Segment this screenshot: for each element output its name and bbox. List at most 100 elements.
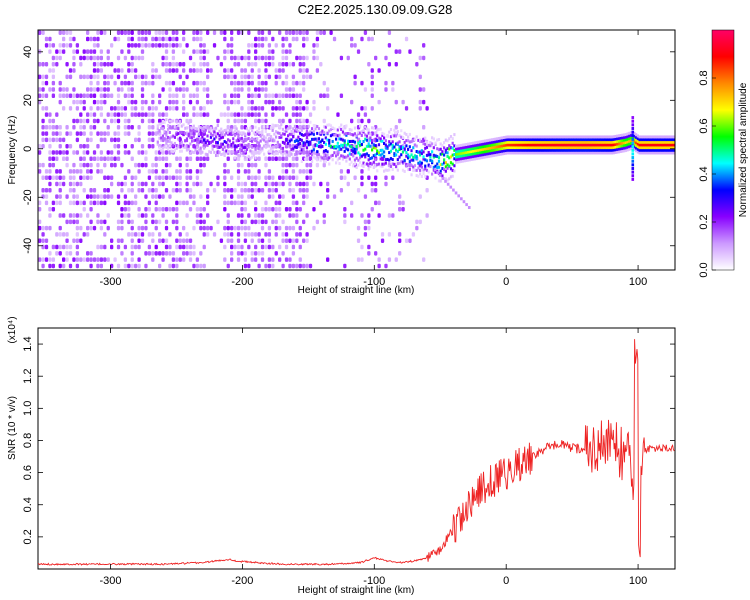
heatmap-cell bbox=[267, 55, 272, 61]
heatmap-cell bbox=[398, 118, 402, 124]
heatmap-cell bbox=[214, 144, 218, 148]
heatmap-cell bbox=[585, 143, 588, 147]
heatmap-cell bbox=[595, 151, 598, 155]
heatmap-cell bbox=[448, 156, 451, 160]
heatmap-cell bbox=[202, 125, 206, 129]
heatmap-cell bbox=[250, 219, 254, 225]
heatmap-cell bbox=[535, 151, 538, 155]
heatmap-cell bbox=[551, 138, 554, 142]
heatmap-cell bbox=[298, 131, 302, 135]
heatmap-cell bbox=[643, 138, 646, 142]
heatmap-cell bbox=[556, 135, 559, 139]
heatmap-cell bbox=[341, 143, 345, 147]
heatmap-cell bbox=[350, 132, 353, 136]
heatmap-cell bbox=[669, 146, 672, 150]
heatmap-cell bbox=[140, 143, 145, 149]
heatmap-cell bbox=[473, 141, 477, 145]
heatmap-cell bbox=[391, 162, 394, 166]
heatmap-cell bbox=[233, 133, 237, 137]
heatmap-cell bbox=[254, 213, 258, 218]
colorbar: 0.00.20.40.60.8 Normalized spectral ampl… bbox=[698, 29, 749, 278]
heatmap-cell bbox=[612, 137, 615, 141]
heatmap-cell bbox=[51, 131, 56, 136]
heatmap-cell bbox=[267, 62, 272, 67]
heatmap-cell bbox=[192, 263, 196, 269]
heatmap-cell bbox=[583, 151, 586, 155]
heatmap-cell bbox=[238, 143, 242, 147]
heatmap-cell bbox=[643, 151, 646, 155]
heatmap-cell bbox=[628, 145, 631, 149]
heatmap-cell bbox=[106, 150, 110, 155]
heatmap-cell bbox=[672, 135, 675, 139]
heatmap-cell bbox=[92, 43, 97, 48]
heatmap-cell bbox=[168, 162, 172, 168]
heatmap-cell bbox=[422, 257, 426, 262]
heatmap-cell bbox=[339, 169, 344, 174]
heatmap-cell bbox=[48, 175, 52, 180]
heatmap-cell bbox=[360, 213, 364, 218]
heatmap-cell bbox=[41, 238, 45, 243]
heatmap-cell bbox=[116, 68, 121, 73]
heatmap-cell bbox=[51, 244, 56, 250]
heatmap-cell bbox=[518, 146, 521, 150]
heatmap-cell bbox=[79, 55, 83, 61]
heatmap-cell bbox=[404, 106, 409, 111]
heatmap-cell bbox=[221, 152, 225, 156]
heatmap-cell bbox=[284, 30, 289, 35]
heatmap-cell bbox=[236, 181, 241, 187]
heatmap-cell bbox=[485, 155, 489, 159]
heatmap-cell bbox=[571, 135, 574, 139]
heatmap-cell bbox=[360, 257, 364, 262]
heatmap-cell bbox=[340, 123, 343, 127]
heatmap-cell bbox=[549, 146, 552, 150]
heatmap-cell bbox=[103, 62, 107, 67]
heatmap-cell bbox=[295, 181, 299, 187]
heatmap-cell bbox=[120, 219, 124, 225]
heatmap-cell bbox=[408, 132, 411, 136]
heatmap-cell bbox=[164, 156, 169, 162]
heatmap-frame bbox=[37, 29, 676, 271]
heatmap-cell bbox=[657, 148, 660, 152]
heatmap-cell bbox=[365, 162, 369, 166]
heatmap-cell bbox=[554, 146, 557, 150]
heatmap-cell bbox=[576, 143, 579, 147]
heatmap-cell bbox=[353, 80, 357, 86]
heatmap-cell bbox=[506, 143, 509, 147]
heatmap-cell bbox=[295, 106, 299, 111]
heatmap-cell bbox=[573, 138, 576, 142]
heatmap-cell bbox=[376, 128, 379, 132]
heatmap-cell bbox=[127, 80, 131, 86]
heatmap-cell bbox=[585, 138, 588, 142]
heatmap-cell bbox=[284, 162, 289, 168]
heatmap-cell bbox=[291, 238, 296, 243]
heatmap-cell bbox=[648, 148, 651, 152]
heatmap-cell bbox=[107, 24, 110, 29]
heatmap-cell bbox=[233, 55, 237, 61]
heatmap-cell bbox=[151, 169, 155, 174]
heatmap-cell bbox=[267, 169, 272, 174]
heatmap-cell bbox=[106, 49, 110, 54]
heatmap-cell bbox=[140, 74, 145, 80]
heatmap-cell bbox=[168, 119, 171, 123]
heatmap-cell bbox=[521, 146, 525, 150]
heatmap-cell bbox=[557, 151, 561, 155]
heatmap-cell bbox=[628, 142, 631, 146]
heatmap-cell bbox=[236, 175, 241, 180]
heatmap-cell bbox=[280, 147, 283, 151]
heatmap-cell bbox=[240, 225, 244, 231]
heatmap-cell bbox=[356, 257, 361, 262]
heatmap-cell bbox=[254, 36, 258, 42]
heatmap-cell bbox=[305, 118, 309, 124]
heatmap-cell bbox=[520, 135, 523, 139]
heatmap-cell bbox=[530, 151, 533, 155]
heatmap-cell bbox=[648, 146, 651, 150]
heatmap-cell bbox=[284, 55, 289, 61]
heatmap-cell bbox=[350, 160, 353, 164]
heatmap-cell bbox=[575, 138, 578, 142]
heatmap-cell bbox=[547, 148, 550, 152]
heatmap-cell bbox=[434, 154, 437, 158]
heatmap-cell bbox=[432, 155, 435, 159]
heatmap-cell bbox=[170, 126, 173, 130]
heatmap-cell bbox=[51, 175, 56, 180]
heatmap-cell bbox=[437, 138, 441, 142]
